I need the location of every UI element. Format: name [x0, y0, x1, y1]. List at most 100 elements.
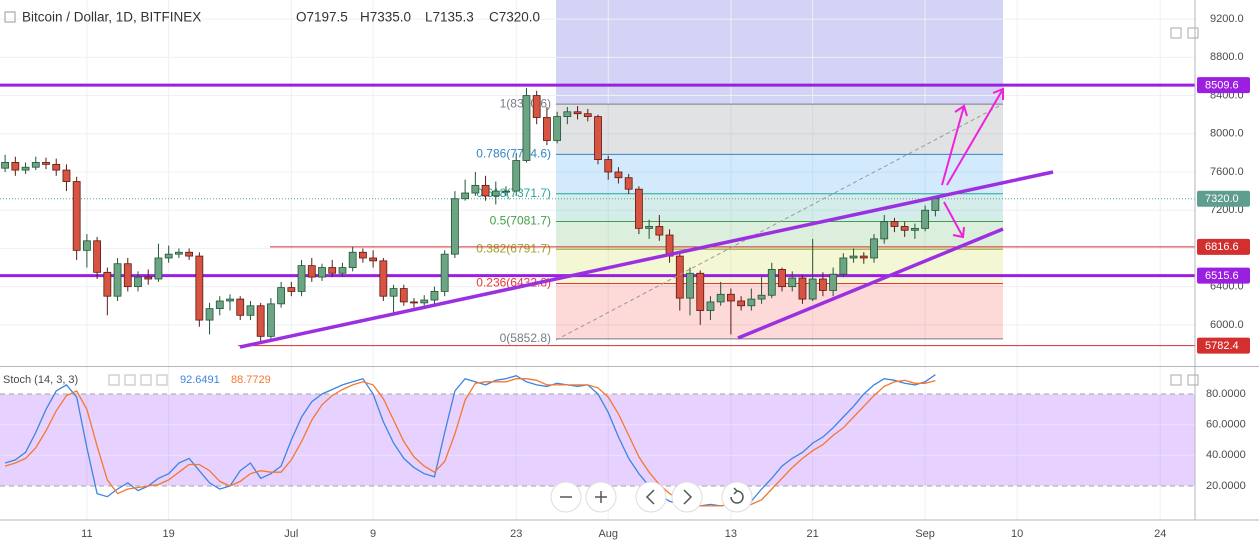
candle-body [11, 162, 20, 171]
study-icon[interactable] [124, 374, 136, 386]
study-icon[interactable] [108, 374, 120, 386]
low-value: L7135.3 [425, 10, 474, 25]
candle-body [246, 305, 255, 316]
candle-body [696, 272, 705, 311]
fib-label: 0.236(6432.8) [476, 276, 551, 290]
zoom-in[interactable] [585, 481, 617, 513]
candle-body [379, 260, 388, 297]
drawings [239, 87, 1054, 349]
collapse-icon[interactable] [4, 11, 16, 23]
x-tick-label: 13 [725, 528, 737, 540]
candle-body [829, 273, 838, 291]
candle-body [123, 263, 132, 288]
price-badge [1197, 190, 1250, 207]
y-tick-label: 80.0000 [1206, 388, 1246, 400]
x-tick-label: 24 [1154, 528, 1166, 540]
candle-body [62, 169, 71, 182]
candle-body [338, 267, 347, 274]
candle-body [358, 251, 367, 259]
candle-body [307, 265, 316, 278]
candle-body [767, 269, 776, 296]
candle-body [440, 253, 449, 292]
candle-body [747, 298, 756, 307]
candle-body [31, 162, 40, 168]
candle-body [256, 305, 265, 337]
candle-body [277, 287, 286, 305]
fib-band [556, 154, 1003, 194]
stoch-line [4, 378, 936, 507]
candle-body [737, 300, 746, 307]
pane-icon[interactable] [1170, 374, 1182, 386]
candle-body [348, 251, 357, 268]
fib-label: 0.382(6791.7) [476, 241, 551, 255]
pane-icon[interactable] [1187, 374, 1199, 386]
candle-body [604, 159, 613, 173]
candle-body [686, 272, 694, 299]
arrow-head [954, 104, 968, 117]
candle-body [389, 288, 398, 297]
candle-body [174, 251, 183, 255]
candle-body [481, 184, 490, 197]
candle-body [471, 184, 480, 194]
candle-body [819, 278, 827, 291]
x-tick-label: 21 [807, 528, 819, 540]
pane-icon[interactable] [1170, 27, 1182, 39]
candle-body [328, 267, 337, 274]
candle-body [205, 308, 214, 321]
arrow [946, 88, 1004, 186]
candle-body [594, 116, 602, 160]
fib-band [556, 104, 1003, 155]
y-tick-label: 8800.0 [1210, 51, 1244, 63]
candle-body [542, 117, 551, 141]
study-icon[interactable] [140, 374, 152, 386]
fib-trend [555, 103, 1004, 341]
fib-label: 0(5852.8) [500, 331, 551, 345]
candle-body [164, 253, 173, 259]
candle-body [635, 188, 643, 229]
candle-body [614, 171, 623, 179]
scroll-left[interactable] [635, 481, 667, 513]
zoom-out[interactable] [550, 481, 582, 513]
fib-band [556, 221, 1003, 250]
pane-icon[interactable] [1187, 27, 1199, 39]
fib-band [556, 283, 1003, 339]
x-tick-label: Aug [598, 528, 618, 540]
arrow-head [992, 87, 1004, 100]
x-tick-label: 19 [163, 528, 175, 540]
trendline [239, 170, 1054, 349]
candle-body [399, 288, 408, 303]
candle-body [430, 291, 439, 301]
candle-body [798, 277, 807, 300]
price-badge [1197, 267, 1250, 284]
candle-body [716, 293, 725, 303]
candle-body [757, 294, 766, 300]
y-tick-label: 8000.0 [1210, 128, 1244, 140]
candle-body [880, 221, 889, 240]
candle-body [42, 162, 50, 165]
reset[interactable] [721, 481, 753, 513]
close-value: C7320.0 [489, 10, 540, 25]
x-tick-label: 23 [510, 528, 522, 540]
candle-body [461, 192, 470, 200]
candle-body [154, 257, 163, 280]
candle-body [369, 257, 378, 262]
candle-body [645, 226, 654, 229]
y-tick-label: 40.0000 [1206, 449, 1246, 461]
candle-body [522, 95, 531, 161]
candle-body [318, 267, 326, 278]
study-icons[interactable] [108, 374, 168, 386]
study-icon[interactable] [156, 374, 168, 386]
candle-body [72, 181, 81, 251]
price-badge-label: 6515.6 [1205, 270, 1239, 282]
candle-body [859, 255, 868, 259]
y-tick-label: 6000.0 [1210, 319, 1244, 331]
marks-layer [0, 83, 1195, 509]
candle-body [113, 263, 122, 297]
scroll-right[interactable] [671, 481, 703, 513]
price-badge-label: 5782.4 [1205, 340, 1239, 352]
candle-body [553, 116, 562, 141]
candle-body [583, 113, 592, 117]
candle-body [512, 160, 521, 192]
